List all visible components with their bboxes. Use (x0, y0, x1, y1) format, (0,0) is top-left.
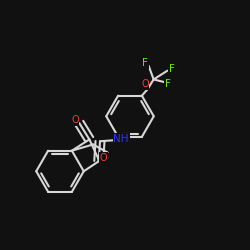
Text: F: F (165, 79, 171, 89)
Text: O: O (141, 79, 149, 89)
Text: F: F (142, 58, 148, 68)
Text: O: O (71, 115, 79, 125)
Text: F: F (169, 64, 175, 74)
Text: NH: NH (114, 134, 129, 144)
Text: O: O (100, 153, 108, 163)
